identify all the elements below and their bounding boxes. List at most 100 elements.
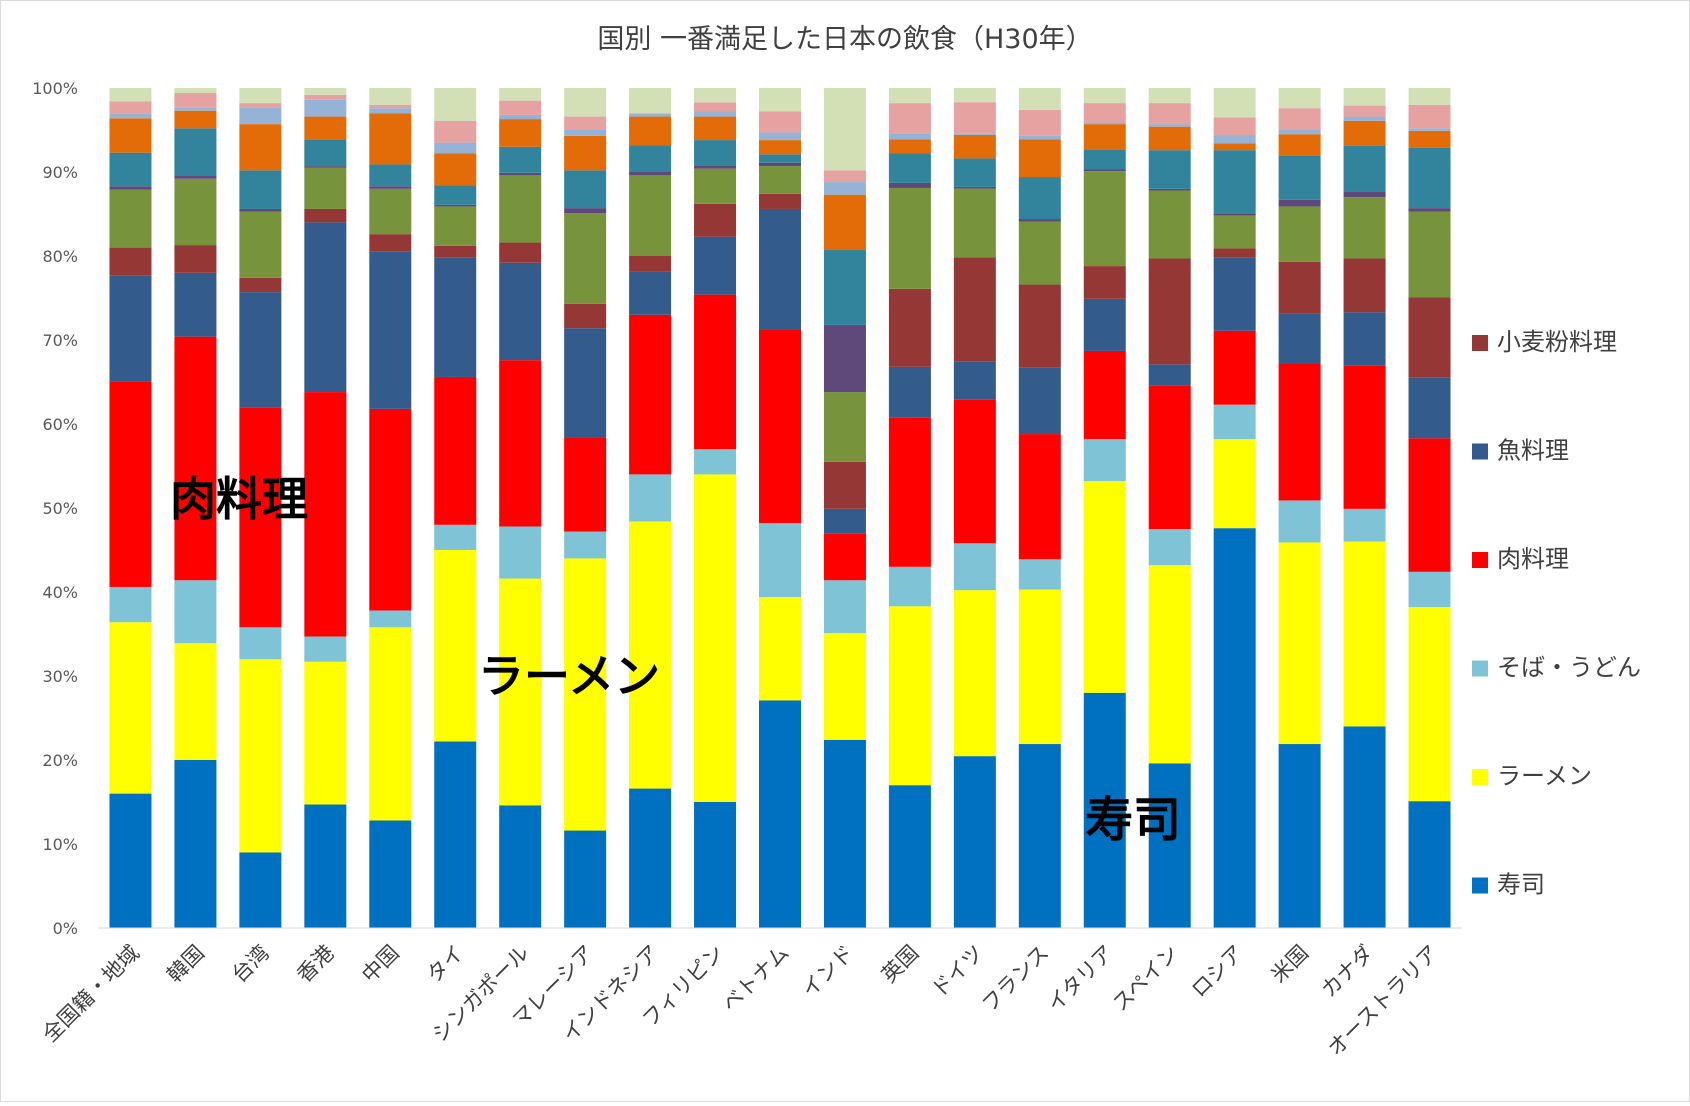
bar-segment-series-13 bbox=[694, 88, 737, 103]
bar-segment-肉料理 bbox=[694, 294, 737, 450]
bar-segment-魚料理 bbox=[694, 236, 737, 295]
bar-segment-series-9 bbox=[369, 164, 412, 187]
bar-segment-ラーメン bbox=[499, 578, 542, 806]
bar-segment-series-9 bbox=[1148, 150, 1191, 189]
bar-segment-series-9 bbox=[434, 185, 477, 205]
bar-segment-series-13 bbox=[499, 88, 542, 101]
bar-stack bbox=[759, 88, 801, 928]
bar-segment-寿司 bbox=[1343, 726, 1386, 928]
bar-segment-寿司 bbox=[823, 739, 866, 928]
bar-segment-series-8 bbox=[1083, 169, 1126, 172]
bar-segment-series-8 bbox=[1018, 219, 1061, 222]
bar-segment-series-7 bbox=[109, 189, 152, 248]
bar-segment-肉料理 bbox=[1018, 434, 1061, 560]
bar-segment-series-10 bbox=[369, 113, 412, 165]
bar-segment-series-10 bbox=[1343, 120, 1386, 146]
bar-segment-series-10 bbox=[1148, 126, 1191, 151]
bar-segment-series-8 bbox=[888, 182, 931, 188]
bar-segment-series-9 bbox=[759, 154, 801, 163]
bar-segment-series-7 bbox=[369, 188, 412, 235]
x-tick-label: 全国籍・地域 bbox=[38, 941, 144, 1047]
bar-segment-寿司 bbox=[174, 760, 217, 928]
bar-stack bbox=[109, 88, 152, 928]
bar-segment-小麦粉料理 bbox=[499, 242, 542, 263]
x-axis: 全国籍・地域 韓国 台湾 香港 中国 タイシンガポールマレーシアインドネシアフィリピンベト… bbox=[38, 927, 1462, 1061]
annotation-label: 肉料理 bbox=[170, 472, 308, 526]
bar-segment-小麦粉料理 bbox=[1213, 248, 1256, 258]
bar-segment-寿司 bbox=[953, 756, 996, 928]
bar-segment-series-12 bbox=[629, 113, 672, 115]
bar-segment-series-11 bbox=[1018, 135, 1061, 140]
bar-segment-魚料理 bbox=[369, 251, 412, 409]
y-tick-label: 40% bbox=[42, 583, 78, 602]
bar-stack bbox=[953, 88, 996, 928]
bar-segment-series-10 bbox=[694, 116, 737, 141]
bar-segment-魚料理 bbox=[304, 222, 347, 393]
bar-segment-series-13 bbox=[304, 88, 347, 95]
bar-segment-そば・うどん bbox=[564, 531, 607, 559]
legend-item: 魚料理 bbox=[1472, 437, 1569, 465]
bar-segment-そば・うどん bbox=[239, 627, 282, 660]
bar-segment-肉料理 bbox=[1083, 350, 1126, 440]
bar-segment-魚料理 bbox=[564, 328, 607, 438]
bar-segment-series-12 bbox=[499, 100, 542, 115]
x-tick-label: 韓国 bbox=[162, 941, 209, 988]
bar-segment-series-12 bbox=[759, 111, 801, 133]
bar-segment-series-7 bbox=[1018, 221, 1061, 285]
bar-stack bbox=[823, 88, 866, 928]
bar-segment-series-12 bbox=[109, 101, 152, 114]
bar-segment-series-10 bbox=[499, 119, 542, 147]
bar-segment-series-12 bbox=[953, 102, 996, 134]
bar-segment-series-11 bbox=[369, 108, 412, 114]
bar-segment-series-8 bbox=[1278, 199, 1321, 207]
bar-stack bbox=[1213, 88, 1256, 928]
bar-segment-そば・うどん bbox=[1083, 439, 1126, 482]
bar-segment-series-8 bbox=[109, 186, 152, 190]
bar-segment-寿司 bbox=[304, 804, 347, 928]
bar-segment-寿司 bbox=[694, 802, 737, 928]
bar-segment-小麦粉料理 bbox=[109, 247, 152, 276]
bar-segment-そば・うどん bbox=[759, 523, 801, 598]
bar-segment-寿司 bbox=[239, 852, 282, 928]
bar-segment-series-7 bbox=[174, 178, 217, 246]
bar-segment-寿司 bbox=[1083, 692, 1126, 928]
bar-segment-series-12 bbox=[1213, 117, 1256, 136]
bar-stack bbox=[1408, 88, 1451, 928]
bar-segment-そば・うどん bbox=[174, 580, 217, 644]
bar-segment-series-10 bbox=[759, 140, 801, 155]
bar-segment-series-7 bbox=[1408, 211, 1451, 298]
bar-segment-series-12 bbox=[304, 94, 347, 100]
bar-segment-series-11 bbox=[1408, 128, 1451, 131]
bar-stack bbox=[1278, 88, 1321, 928]
bar-segment-series-11 bbox=[174, 107, 217, 111]
bar-segment-小麦粉料理 bbox=[694, 203, 737, 237]
x-tick-label: 英国 bbox=[877, 941, 924, 988]
bar-segment-series-9 bbox=[174, 128, 217, 176]
bar-segment-そば・うどん bbox=[629, 474, 672, 522]
bar-segment-series-8 bbox=[1148, 188, 1191, 191]
bar-segment-魚料理 bbox=[499, 262, 542, 361]
x-tick-label: 香港 bbox=[292, 941, 339, 988]
bar-segment-ラーメン bbox=[564, 558, 607, 831]
bar-segment-魚料理 bbox=[1083, 298, 1126, 351]
bar-segment-そば・うどん bbox=[1148, 529, 1191, 566]
bar-segment-魚料理 bbox=[1278, 313, 1321, 364]
bar-segment-series-9 bbox=[1343, 145, 1386, 192]
bar-segment-寿司 bbox=[759, 700, 801, 928]
legend-label: 魚料理 bbox=[1497, 437, 1569, 465]
bar-segment-ラーメン bbox=[1408, 607, 1451, 802]
x-tick-label: スペイン bbox=[1108, 941, 1183, 1016]
bar-segment-肉料理 bbox=[823, 533, 866, 581]
bar-stack bbox=[174, 88, 217, 928]
bar-segment-ラーメン bbox=[1278, 542, 1321, 745]
legend-swatch bbox=[1472, 877, 1488, 894]
bar-segment-寿司 bbox=[1408, 801, 1451, 928]
bar-segment-series-7 bbox=[1343, 197, 1386, 259]
bar-segment-series-10 bbox=[953, 134, 996, 159]
y-axis: 0% 10% 20% 30% 40% 50% 60% 70% 80% 90% 100% bbox=[32, 79, 78, 938]
bar-segment-series-13 bbox=[759, 88, 801, 112]
bar-segment-ラーメン bbox=[109, 622, 152, 794]
bar-segment-そば・うどん bbox=[1018, 559, 1061, 590]
bar-segment-series-8 bbox=[239, 208, 282, 212]
bar-segment-series-11 bbox=[1343, 116, 1386, 121]
